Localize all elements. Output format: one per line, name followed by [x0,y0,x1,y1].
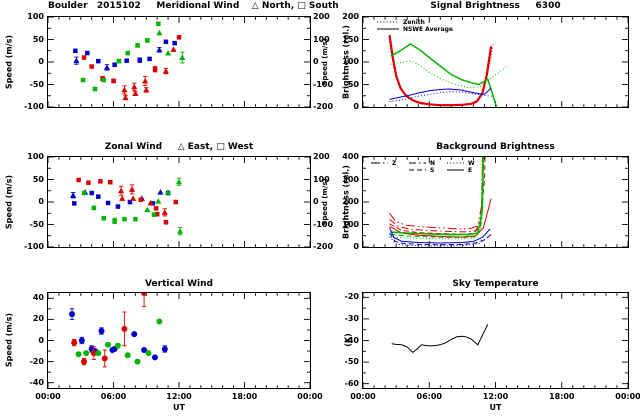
background-brightness-legend-w: W [468,160,475,167]
zonal-wind-ytick-label: -100 [23,242,44,251]
background-brightness-legend-z: Z [392,160,397,167]
vertical-wind-ytick-label: -20 [29,356,44,366]
signal-brightness-ytick-label: 150 [342,34,359,44]
zonal-wind-ytick-label: 100 [27,152,44,161]
meridional-wind-right-ytick-label: -200 [313,102,334,111]
zonal-wind-ytick-label: 50 [32,174,44,184]
background-brightness-legend-s: S [430,167,435,174]
vertical-wind-xtick-label: 18:00 [231,392,258,401]
meridional-wind-right-ytick-label: 100 [313,34,330,44]
meridional-wind-right-ytick-label: -100 [313,79,334,89]
sky-x-axis-title: UT [489,403,502,412]
background-brightness-plot-area [362,156,629,248]
meridional-wind-ytick-label: 0 [38,57,44,66]
zonal-wind-ytick-label: 0 [38,197,44,206]
vertical-wind-ytick-label: 20 [32,314,44,324]
background-brightness-ytick-label: 0 [353,242,359,251]
vertical-wind-ytick-label: 0 [38,335,44,345]
meridional-wind-ytick-label: 50 [32,34,44,44]
sky-temperature-plot-area [362,292,629,389]
zonal-wind-right-ytick-label: 200 [313,152,330,161]
meridional-wind-ytick-label: -50 [29,79,44,89]
signal-brightness-legend-zenith: Zenith [403,19,425,26]
zonal-wind-ytick-label: -50 [29,219,44,229]
meridional-wind-title: Boulder 2015102 Meridional Wind △ North,… [48,1,339,11]
background-brightness-ytick-label: 300 [342,174,359,184]
vertical-wind-xtick-label: 00:00 [297,392,323,401]
sky-temperature-ytick-label: -50 [344,357,359,367]
zonal-wind-right-ytick-label: -200 [313,242,334,251]
signal-brightness-ytick-label: 50 [347,79,359,89]
sky-temperature-xtick-label: 00:00 [350,392,376,401]
signal-brightness-ytick-label: 100 [342,57,359,66]
background-brightness-legend-n: N [430,160,436,167]
background-brightness-title: Background Brightness [436,142,555,152]
background-brightness-ytick-label: 200 [342,197,359,206]
meridional-wind-right-ytick-label: 0 [313,57,319,66]
zonal-wind-right-ytick-label: 0 [313,197,319,206]
signal-brightness-plot-area [362,16,629,108]
vertical-wind-xtick-label: 12:00 [166,392,192,401]
vertical-wind-plot-area [47,292,311,389]
sky-temperature-ytick-label: -30 [344,313,359,323]
background-brightness-ytick-label: 100 [342,219,359,229]
vertical-wind-title: Vertical Wind [145,279,213,289]
sky-temperature-ytick-label: -60 [344,378,359,388]
signal-brightness-legend-nswe-average: NSWE Average [403,26,453,33]
vertical-x-axis-title: UT [173,403,185,412]
sky-temperature-xtick-label: 12:00 [482,392,509,401]
meridional-wind-plot-area [47,16,311,108]
vertical-wind-ytick-label: 40 [32,293,44,303]
sky-temperature-xtick-label: 06:00 [416,392,442,401]
vertical-wind-xtick-label: 06:00 [100,392,127,401]
sky-temperature-xtick-label: 00:00 [615,392,640,401]
background-brightness-legend-e: E [468,167,473,174]
vertical-wind-xtick-label: 00:00 [35,392,61,401]
zonal-wind-right-ytick-label: 100 [313,174,330,184]
zonal-wind-title: Zonal Wind △ East, □ West [104,142,254,152]
meridional-wind-right-ytick-label: 200 [313,12,330,21]
background-brightness-ytick-label: 400 [342,152,359,161]
signal-brightness-title: Signal Brightness 6300 [430,1,561,11]
sky-temperature-ytick-label: -40 [344,335,359,345]
zonal-wind-right-ytick-label: -100 [313,219,334,229]
sky-temperature-ytick-label: -20 [344,292,359,302]
sky-temperature-title: Sky Temperature [452,279,539,289]
sky-temperature-xtick-label: 18:00 [549,392,575,401]
zonal-wind-plot-area [47,156,311,248]
signal-brightness-ytick-label: 0 [353,102,359,111]
meridional-wind-ytick-label: -100 [23,102,44,111]
vertical-wind-ytick-label: -40 [29,377,44,387]
signal-brightness-ytick-label: 200 [342,12,359,21]
meridional-wind-ytick-label: 100 [27,12,44,21]
